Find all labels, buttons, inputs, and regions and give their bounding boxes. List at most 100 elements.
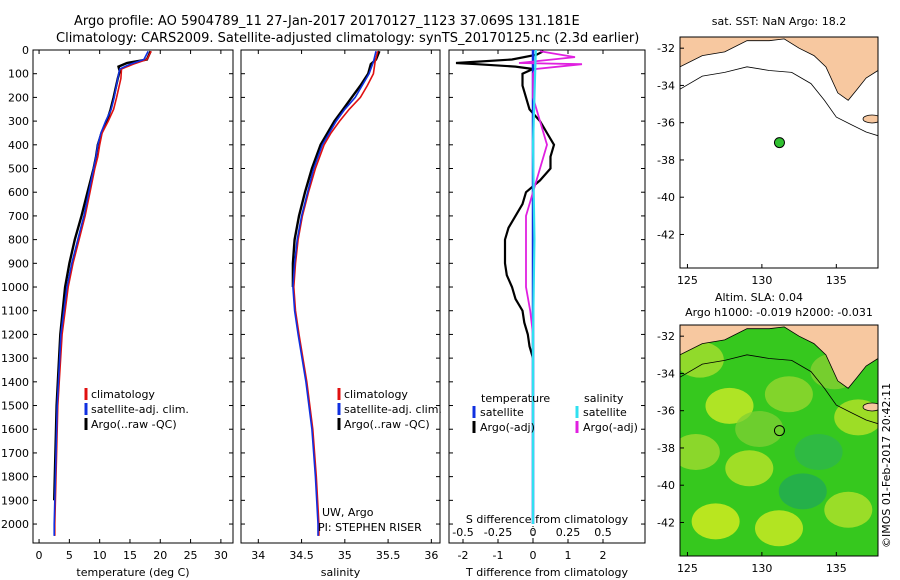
legend-label: satellite-adj. clim. [344,403,442,416]
s-tick-label: 0.5 [594,526,612,539]
legend-label: climatology [344,388,408,401]
legend-label: Argo(..raw -QC) [91,418,177,431]
salinity-panel: 34 34.5 35 35.5 36 salinity climatology satelli… [240,49,442,579]
lat-tick-label: -34 [657,79,675,92]
depth-contour [680,354,878,425]
sla-anomaly-blob [705,387,754,424]
x-axis-label: T difference from climatology [465,566,628,579]
x-tick-label: 35.5 [376,549,401,562]
depth-tick-label: 1700 [1,447,29,460]
land-mass [680,325,878,389]
figure-title-line2: Climatology: CARS2009. Satellite-adjuste… [56,31,639,46]
depth-tick-label: 300 [8,115,29,128]
map-frame [679,324,879,557]
depth-tick-label: 500 [8,163,29,176]
satellite-temperature-line [53,50,149,536]
lat-tick-label: -42 [657,228,675,241]
legend-label: climatology [91,388,155,401]
argo-location-marker [773,425,785,437]
depth-tick-label: 800 [8,234,29,247]
lon-tick-label: 125 [677,274,698,287]
depth-tick-label: 1800 [1,471,29,484]
depth-tick-label: 200 [8,91,29,104]
s-tick-label: 0.25 [556,526,581,539]
x-tick-label: 5 [66,549,73,562]
lon-tick-label: 135 [826,274,847,287]
depth-tick-label: 100 [8,68,29,81]
temperature-panel: 0 100 200 300 400 500 600 700 800 900 1000 1100 1200… [1,44,234,579]
owner-label: UW, Argo [322,506,374,519]
depth-tick-label: 1400 [1,376,29,389]
depth-tick-label: 400 [8,139,29,152]
sla-anomaly-blob [764,376,813,413]
x-tick-label: 20 [153,549,167,562]
depth-tick-label: 1000 [1,281,29,294]
argo-location-marker [773,137,785,149]
legend-label: satellite-adj. clim. [91,403,189,416]
depth-tick-label: 900 [8,257,29,270]
x-tick-label: 15 [123,549,137,562]
sla-anomaly-blob [680,341,724,378]
depth-tick-label: 0 [22,44,29,57]
depth-tick-label: 1200 [1,328,29,341]
depth-tick-label: 700 [8,210,29,223]
figure-title-line1: Argo profile: AO 5904789_11 27-Jan-2017 … [74,14,580,29]
sla-anomaly-blob [691,503,740,540]
x-tick-label: 10 [93,549,107,562]
lat-tick-label: -38 [657,442,675,455]
legend-label: Argo(-adj) [480,421,535,434]
sla-anomaly-blob [794,434,843,471]
x-tick-label: 25 [184,549,198,562]
sla-anomaly-blob [755,510,803,547]
depth-tick-label: 1600 [1,423,29,436]
map-frame [679,36,879,269]
x-tick-label: 36 [424,549,438,562]
argo-salinity-diff-line [518,50,583,359]
plot-frame [448,49,646,544]
land-mass [680,37,878,101]
map-content [680,325,878,556]
kangaroo-island [862,114,878,124]
map-content [680,37,878,268]
sla-anomaly-blob [824,491,873,528]
sla-anomaly-blob [680,434,720,471]
depth-tick-label: 2000 [1,518,29,531]
lat-tick-label: -34 [657,367,675,380]
sla-map-title: Altim. SLA: 0.04 [715,291,803,304]
sla-anomaly-blob [778,473,827,510]
lon-tick-label: 130 [751,274,772,287]
s-tick-label: -0.5 [452,526,473,539]
lat-tick-label: -32 [657,330,675,343]
lon-tick-label: 135 [826,562,847,575]
legend-title: salinity [584,392,624,405]
climatology-temperature-line [53,50,152,536]
x-axis-label: salinity [321,566,361,579]
sla-map-panel: Altim. SLA: 0.04 Argo h1000: -0.019 h2000… [657,291,879,575]
difference-panel: -2 -1 0 1 2 T difference from climatology -0.5… [448,49,646,579]
depth-contour [680,66,878,137]
lat-tick-label: -32 [657,42,675,55]
imos-credit: ©IMOS 01-Feb-2017 20:42:11 [880,383,893,548]
x-tick-label: 34.5 [289,549,314,562]
legend-label: Argo(-adj) [583,421,638,434]
s-axis-label: S difference from climatology [466,513,629,526]
depth-tick-label: 600 [8,186,29,199]
plot-frame [240,49,441,544]
x-tick-label: 35 [338,549,352,562]
legend-label: satellite [480,406,524,419]
sst-map-panel: sat. SST: NaN Argo: 18.2 -32 -34 -36 -38 -40 -… [657,15,879,287]
depth-tick-label: 1100 [1,305,29,318]
lat-tick-label: -38 [657,154,675,167]
depth-tick-label: 1900 [1,494,29,507]
lat-tick-label: -36 [657,405,675,418]
x-tick-label: -1 [493,549,504,562]
lat-tick-label: -42 [657,516,675,529]
satellite-salinity-line [292,51,377,536]
legend-title: temperature [481,392,550,405]
sla-map-subtitle: Argo h1000: -0.019 h2000: -0.031 [685,306,873,319]
x-tick-label: 1 [565,549,572,562]
sla-anomaly-blob [725,450,774,487]
legend-label: satellite [583,406,627,419]
lat-tick-label: -40 [657,191,675,204]
